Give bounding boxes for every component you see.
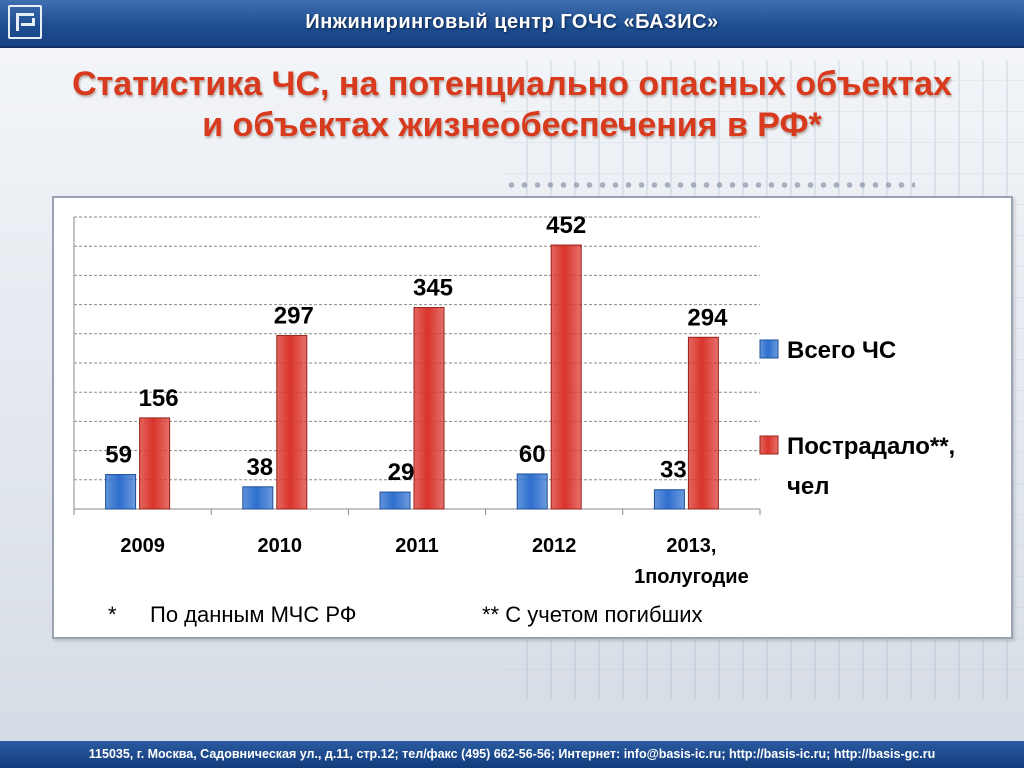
legend-label: Всего ЧС [787, 337, 896, 364]
data-label: 297 [274, 303, 314, 330]
bar-chart: 59 156 2009 38 297 2010 29 345 2011 60 452 2012 33 29… [73, 212, 955, 588]
x-tick-label: 2012 [532, 535, 577, 557]
header-bar: Инжиниринговый центр ГОЧС «БАЗИС» [0, 0, 1024, 48]
footer-bar: 115035, г. Москва, Садовническая ул., д.… [0, 741, 1024, 768]
x-tick-label: 2011 [395, 535, 438, 557]
dotted-decoration [505, 180, 915, 190]
data-label: 345 [413, 275, 453, 302]
slide-title-line1: Статистика ЧС, на потенциально опасных о… [72, 65, 952, 103]
footer-contacts: 115035, г. Москва, Садовническая ул., д.… [88, 747, 936, 761]
footnote-source: По данным МЧС РФ [150, 602, 357, 627]
bar-total-incidents [242, 486, 274, 510]
slide-title-line2: и объектах жизнеобеспечения в РФ* [202, 106, 822, 144]
data-label: 156 [139, 385, 179, 412]
legend-label: чел [787, 473, 830, 500]
data-label: 29 [388, 459, 415, 486]
bar-victims [139, 417, 171, 510]
bar-total-incidents [653, 489, 685, 510]
x-tick-label: 2010 [258, 535, 303, 557]
legend-swatch-total [759, 339, 779, 359]
data-label: 60 [519, 441, 546, 468]
header-title: Инжиниринговый центр ГОЧС «БАЗИС» [305, 11, 719, 33]
data-label: 38 [246, 454, 273, 481]
data-label: 294 [687, 304, 728, 331]
data-label: 33 [660, 457, 687, 484]
data-label: 452 [546, 212, 586, 239]
bar-total-incidents [379, 491, 411, 510]
footnote-source-star: * [108, 602, 117, 627]
bar-total-incidents [105, 474, 137, 510]
legend-label: Пострадало**, [787, 433, 955, 460]
x-tick-label: 2009 [120, 535, 165, 557]
data-label: 59 [105, 442, 132, 469]
x-tick-label: 1полугодие [634, 566, 749, 588]
bar-victims [413, 307, 445, 510]
bar-victims [550, 244, 582, 510]
bar-victims [276, 335, 308, 510]
slide-title: Статистика ЧС, на потенциально опасных о… [0, 64, 1024, 146]
basis-logo-icon [8, 5, 42, 39]
legend-swatch-victims [759, 435, 779, 455]
bar-victims [687, 336, 719, 510]
footnote-victims: ** С учетом погибших [482, 602, 703, 627]
chart-container: 59 156 2009 38 297 2010 29 345 2011 60 452 2012 33 29… [52, 196, 1013, 639]
x-tick-label: 2013, [666, 535, 716, 557]
bar-total-incidents [516, 473, 548, 510]
